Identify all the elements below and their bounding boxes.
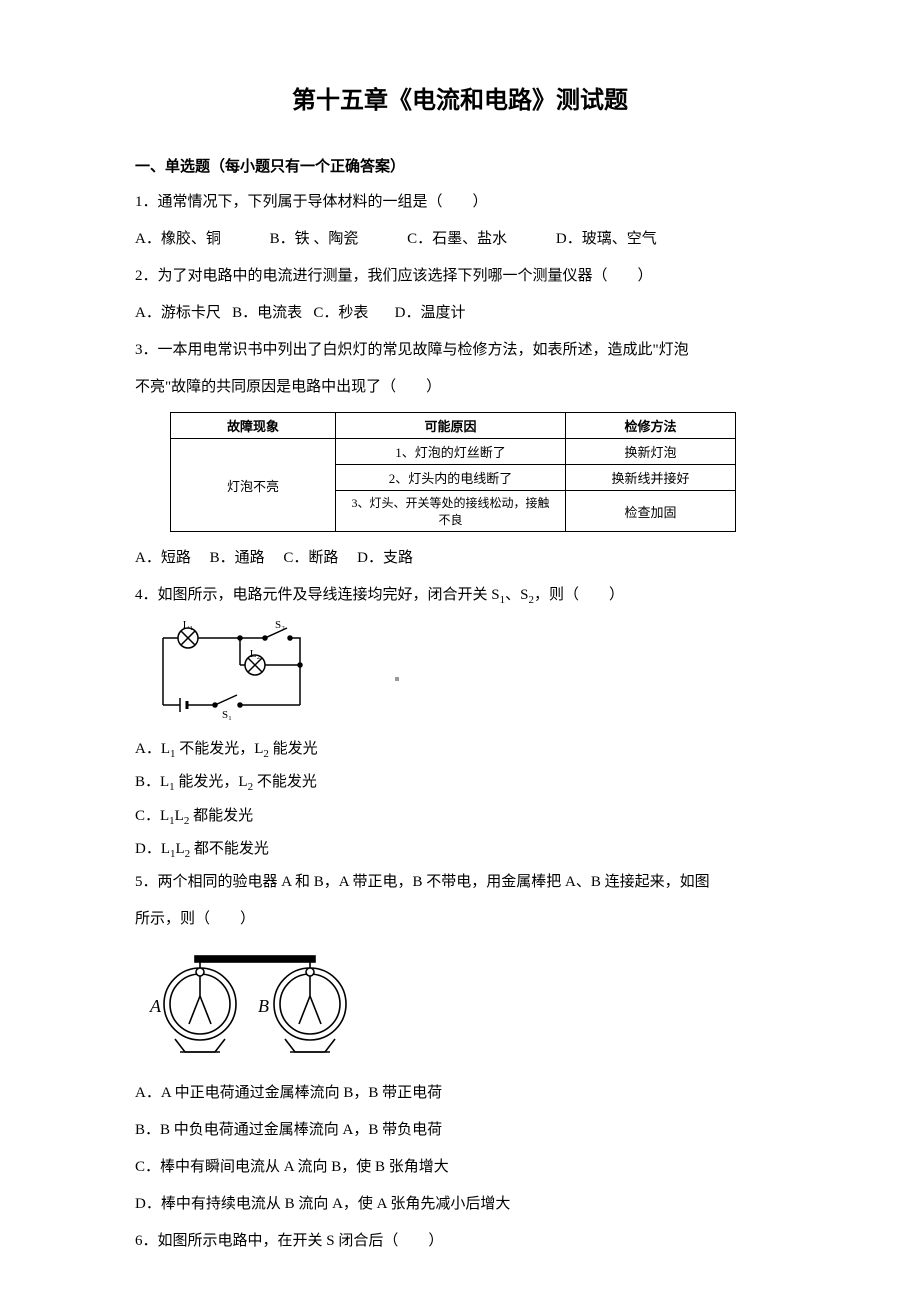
opt-text: A．L: [135, 741, 170, 757]
opt-text: 能发光: [269, 741, 318, 757]
q2-opt-a: A．游标卡尺: [135, 305, 221, 321]
q3-options: A．短路 B．通路 C．断路 D．支路: [135, 542, 785, 575]
q1-opt-b: B．铁 、陶瓷: [270, 223, 359, 256]
q5-opt-a: A．A 中正电荷通过金属棒流向 B，B 带正电荷: [135, 1077, 785, 1110]
q3-opt-a: A．短路: [135, 550, 191, 566]
svg-text:S₂: S₂: [275, 620, 285, 631]
opt-text: C．L: [135, 808, 169, 824]
q5-stem-line1: 5．两个相同的验电器 A 和 B，A 带正电，B 不带电，用金属棒把 A、B 连…: [135, 866, 785, 899]
q4-stem-post: ，则（ ）: [534, 587, 624, 603]
opt-text: 都能发光: [189, 808, 253, 824]
q4-stem-pre: 4．如图所示，电路元件及导线连接均完好，闭合开关 S: [135, 587, 500, 603]
table-cell: 检查加固: [566, 491, 736, 532]
q4-opt-c: C．L1L2 都能发光: [135, 800, 785, 833]
q1-opt-c: C．石墨、盐水: [407, 223, 507, 256]
q1-opt-d: D．玻璃、空气: [556, 223, 657, 256]
opt-text: 都不能发光: [190, 841, 269, 857]
q4-stem-mid: 、S: [505, 587, 528, 603]
q3-stem-line1: 3．一本用电常识书中列出了白炽灯的常见故障与检修方法，如表所述，造成此"灯泡: [135, 334, 785, 367]
table-cell: 1、灯泡的灯丝断了: [336, 439, 566, 465]
table-header: 检修方法: [566, 413, 736, 439]
q5-opt-b: B．B 中负电荷通过金属棒流向 A，B 带负电荷: [135, 1114, 785, 1147]
q2-opt-b: B．电流表: [232, 305, 302, 321]
q4-stem: 4．如图所示，电路元件及导线连接均完好，闭合开关 S1、S2，则（ ）: [135, 579, 785, 612]
q5-stem-line2: 所示，则（ ）: [135, 903, 785, 936]
svg-text:S₁: S₁: [222, 709, 232, 720]
q4-opt-d: D．L1L2 都不能发光: [135, 833, 785, 866]
subscript: 1: [170, 848, 176, 860]
q4-circuit-figure: L₁ S₂ L₂ S₁: [145, 620, 785, 725]
q4-opt-b: B．L1 能发光，L2 不能发光: [135, 766, 785, 799]
q2-stem: 2．为了对电路中的电流进行测量，我们应该选择下列哪一个测量仪器（ ）: [135, 260, 785, 293]
opt-text: 能发光，L: [175, 774, 248, 790]
table-cell: 灯泡不亮: [171, 439, 336, 532]
q4-opt-a: A．L1 不能发光，L2 能发光: [135, 733, 785, 766]
label-b: B: [258, 996, 269, 1016]
opt-text: B．L: [135, 774, 169, 790]
table-cell: 3、灯头、开关等处的接线松动，接触不良: [336, 491, 566, 532]
q3-opt-d: D．支路: [357, 550, 413, 566]
q2-options: A．游标卡尺 B．电流表 C．秒表 D．温度计: [135, 297, 785, 330]
circuit-diagram-icon: L₁ S₂ L₂ S₁: [145, 620, 310, 720]
opt-text: D．L: [135, 841, 170, 857]
subscript: 1: [169, 815, 175, 827]
electroscope-diagram-icon: A B: [145, 944, 375, 1064]
label-a: A: [149, 996, 162, 1016]
q2-opt-d: D．温度计: [395, 305, 466, 321]
q3-opt-b: B．通路: [210, 550, 265, 566]
table-cell: 2、灯头内的电线断了: [336, 465, 566, 491]
q5-opt-d: D．棒中有持续电流从 B 流向 A，使 A 张角先减小后增大: [135, 1188, 785, 1221]
watermark-dot: [395, 677, 399, 681]
q1-options: A．橡胶、铜 B．铁 、陶瓷 C．石墨、盐水 D．玻璃、空气: [135, 223, 785, 256]
q5-opt-c: C．棒中有瞬间电流从 A 流向 B，使 B 张角增大: [135, 1151, 785, 1184]
q2-opt-c: C．秒表: [313, 305, 368, 321]
opt-text: 不能发光: [253, 774, 317, 790]
q1-stem: 1．通常情况下，下列属于导体材料的一组是（ ）: [135, 186, 785, 219]
table-cell: 换新灯泡: [566, 439, 736, 465]
q6-stem: 6．如图所示电路中，在开关 S 闭合后（ ）: [135, 1225, 785, 1258]
q3-table: 故障现象 可能原因 检修方法 灯泡不亮 1、灯泡的灯丝断了 换新灯泡 2、灯头内…: [170, 412, 785, 532]
q3-stem-line2: 不亮"故障的共同原因是电路中出现了（ ）: [135, 371, 785, 404]
q5-electroscope-figure: A B: [145, 944, 785, 1069]
svg-text:L₂: L₂: [250, 648, 261, 660]
page-title: 第十五章《电流和电路》测试题: [135, 80, 785, 115]
table-header: 故障现象: [171, 413, 336, 439]
q1-opt-a: A．橡胶、铜: [135, 223, 221, 256]
section-header: 一、单选题（每小题只有一个正确答案）: [135, 155, 785, 176]
svg-text:L₁: L₁: [183, 620, 194, 631]
q3-opt-c: C．断路: [283, 550, 338, 566]
table-header: 可能原因: [336, 413, 566, 439]
opt-text: 不能发光，L: [176, 741, 264, 757]
table-cell: 换新线并接好: [566, 465, 736, 491]
